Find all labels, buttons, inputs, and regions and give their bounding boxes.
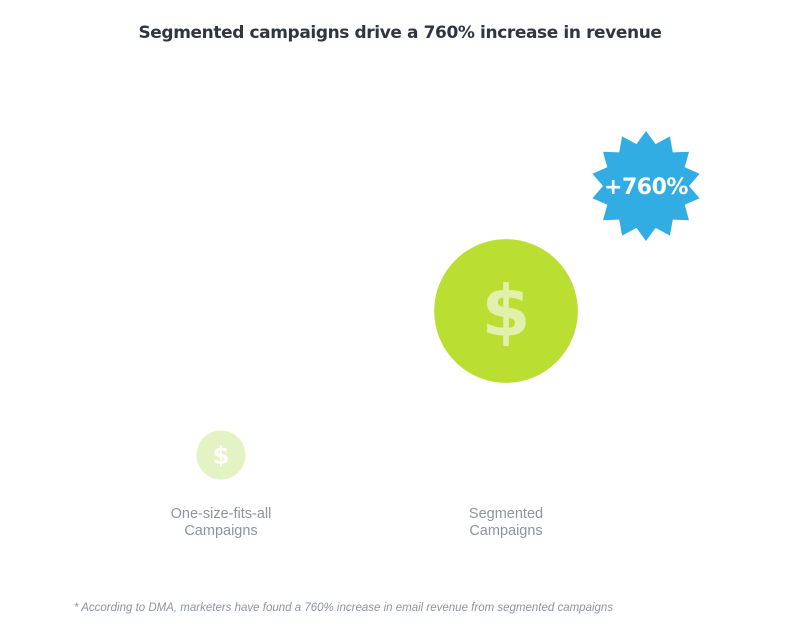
dollar-icon: $ (482, 270, 531, 352)
chart-title: Segmented campaigns drive a 760% increas… (138, 23, 662, 43)
starburst-badge-shape (592, 131, 700, 241)
category-label: One-size-fits-all Campaigns (171, 506, 272, 539)
category-labels: One-size-fits-all Campaigns Segmented Campa… (171, 506, 543, 539)
footnote: * According to DMA, marketers have found… (74, 602, 614, 614)
increase-badge: +760% (592, 131, 700, 241)
small-bubble (196, 430, 246, 480)
category-label: Segmented Campaigns (469, 506, 543, 539)
dollar-icon: $ (213, 441, 230, 469)
bubbles-group: $$ (196, 239, 578, 480)
large-bubble (434, 239, 578, 383)
badge-label: +760% (604, 175, 688, 200)
